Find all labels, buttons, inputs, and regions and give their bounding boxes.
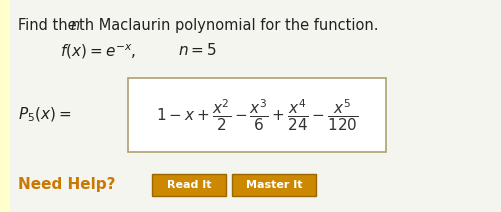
Text: $n = 5$: $n = 5$ [178, 42, 217, 58]
FancyBboxPatch shape [128, 78, 386, 152]
Text: Need Help?: Need Help? [18, 177, 116, 192]
Text: $f(x) = e^{-x},$: $f(x) = e^{-x},$ [60, 42, 136, 61]
FancyBboxPatch shape [152, 174, 226, 196]
FancyBboxPatch shape [232, 174, 316, 196]
Text: th Maclaurin polynomial for the function.: th Maclaurin polynomial for the function… [79, 18, 378, 33]
Text: $P_5(x) = $: $P_5(x) = $ [18, 106, 72, 124]
Text: Find the: Find the [18, 18, 81, 33]
Text: Read It: Read It [167, 180, 211, 190]
Text: $1 - x + \dfrac{x^2}{2} - \dfrac{x^3}{6} + \dfrac{x^4}{24} - \dfrac{x^5}{120}$: $1 - x + \dfrac{x^2}{2} - \dfrac{x^3}{6}… [156, 97, 358, 133]
FancyBboxPatch shape [0, 0, 10, 212]
Text: n: n [70, 18, 79, 33]
Text: Master It: Master It [246, 180, 302, 190]
